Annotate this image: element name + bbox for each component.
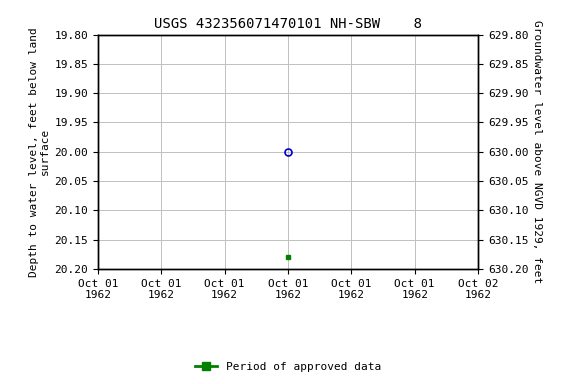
Legend: Period of approved data: Period of approved data xyxy=(191,358,385,377)
Y-axis label: Depth to water level, feet below land
surface: Depth to water level, feet below land su… xyxy=(29,27,50,276)
Title: USGS 432356071470101 NH-SBW    8: USGS 432356071470101 NH-SBW 8 xyxy=(154,17,422,31)
Y-axis label: Groundwater level above NGVD 1929, feet: Groundwater level above NGVD 1929, feet xyxy=(532,20,543,283)
